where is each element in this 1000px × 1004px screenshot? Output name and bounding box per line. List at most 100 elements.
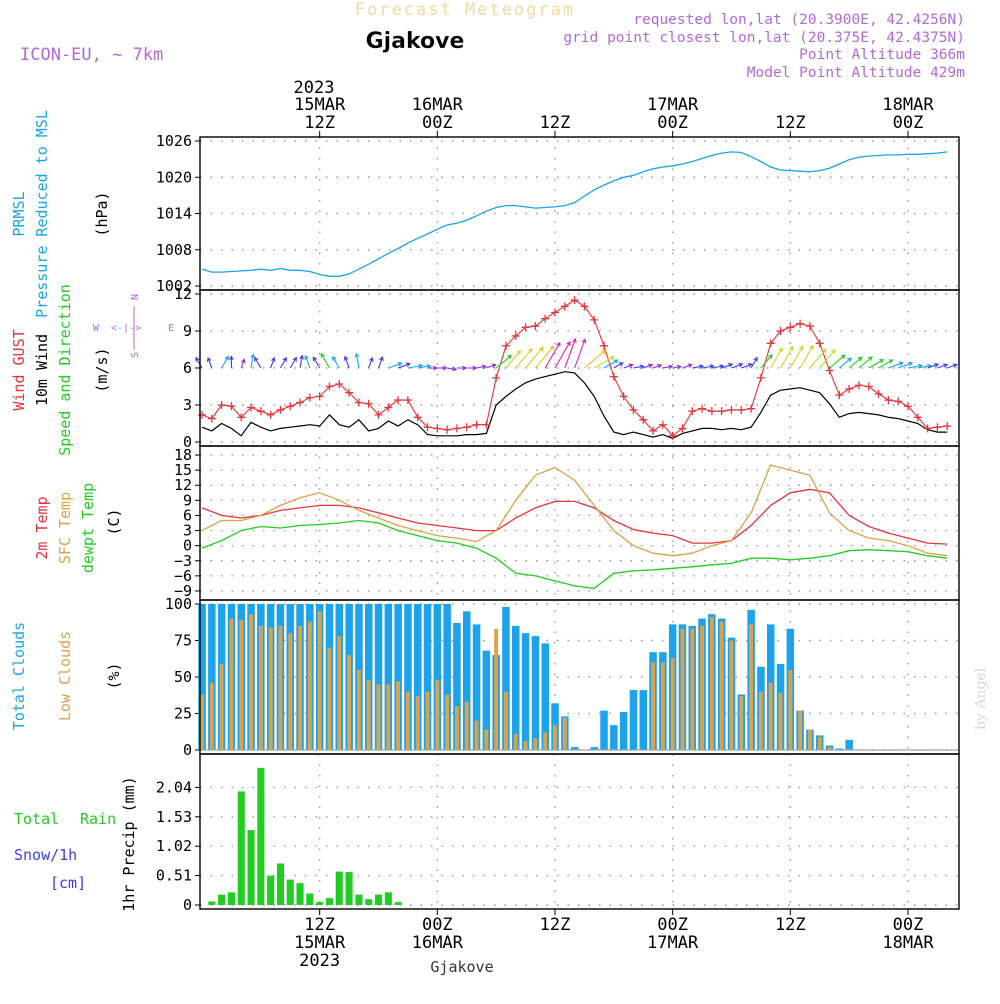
wind-direction-arrow bbox=[206, 356, 213, 369]
compass-east: E bbox=[168, 323, 174, 334]
wind-gust-marker bbox=[531, 322, 540, 331]
compass-north: N bbox=[130, 294, 141, 300]
rain-bar bbox=[365, 899, 373, 905]
wind-gust-marker bbox=[688, 407, 697, 416]
total-cloud-bar bbox=[619, 712, 628, 750]
wind-direction-arrow bbox=[633, 364, 645, 370]
top-hour-label: 00Z bbox=[422, 113, 453, 133]
y-tick-label: 1.53 bbox=[156, 808, 192, 826]
wind-direction-arrow bbox=[195, 356, 203, 369]
low-cloud-bar bbox=[709, 617, 714, 750]
low-cloud-bar bbox=[298, 625, 302, 750]
total-cloud-bar bbox=[208, 604, 216, 750]
wind-gust-marker bbox=[786, 323, 795, 332]
wind-speed-dir-label: Speed and Direction bbox=[56, 284, 74, 456]
top-date-label: 16MAR bbox=[412, 95, 464, 115]
low-cloud-bar bbox=[219, 663, 224, 750]
total-cloud-bar bbox=[610, 725, 618, 750]
panel-4: 0 25 50 75 100 bbox=[165, 595, 960, 759]
low-cloud-bar bbox=[347, 655, 351, 750]
wind-gust-marker bbox=[943, 421, 952, 430]
rain-bar bbox=[247, 830, 255, 905]
wind-gust-marker bbox=[286, 402, 295, 411]
temp-2m-label: 2m Temp bbox=[33, 496, 51, 559]
wind-gust-marker bbox=[335, 380, 344, 389]
total-cloud-bar bbox=[541, 643, 549, 750]
wind-gust-marker bbox=[805, 322, 814, 331]
wind-direction-arrow bbox=[868, 359, 885, 369]
wind-direction-arrow bbox=[270, 356, 276, 369]
wind-gust-marker bbox=[933, 423, 942, 432]
wind-gust-marker bbox=[207, 414, 216, 423]
y-tick-label: 1014 bbox=[156, 205, 192, 223]
low-cloud-bar bbox=[808, 729, 812, 750]
low-cloud-bar bbox=[337, 636, 342, 750]
wind-gust-marker bbox=[198, 410, 206, 419]
wind-direction-arrow bbox=[829, 354, 846, 369]
y-tick-label: 100 bbox=[165, 595, 192, 613]
precip-labels: Total Rain Snow/1h [cm] 1hr Precip (mm) bbox=[14, 776, 138, 911]
wind-direction-arrow bbox=[486, 363, 497, 369]
snow-label: Snow/1h bbox=[14, 846, 77, 864]
wind-direction-arrow bbox=[476, 364, 488, 370]
wind-direction-arrow bbox=[613, 362, 624, 369]
dewpt-temp-line bbox=[201, 519, 948, 590]
wind-gust-marker bbox=[678, 424, 687, 433]
footer-station: Gjakove bbox=[430, 958, 493, 976]
y-tick-label: 1026 bbox=[156, 132, 192, 150]
wind-direction-arrow bbox=[377, 356, 384, 369]
low-cloud-bar bbox=[651, 662, 655, 750]
wind-gust-marker bbox=[609, 372, 618, 381]
rain-bar bbox=[375, 894, 383, 905]
panel-frame bbox=[199, 445, 960, 601]
low-cloud-bar bbox=[504, 691, 508, 750]
wind-gust-marker bbox=[433, 424, 442, 433]
wind-gust-marker bbox=[903, 402, 912, 411]
low-cloud-bar bbox=[356, 669, 361, 750]
wind-direction-arrow bbox=[838, 357, 852, 369]
rain-bar bbox=[325, 898, 333, 905]
wind-gust-marker bbox=[913, 413, 922, 422]
wind-gust-marker bbox=[541, 314, 550, 323]
low-cloud-bar bbox=[376, 684, 381, 750]
bottom-hour-label: 12Z bbox=[304, 915, 335, 935]
wind-direction-arrow bbox=[437, 365, 448, 371]
low-cloud-bar bbox=[660, 662, 665, 750]
wind-direction-arrow bbox=[898, 361, 914, 369]
total-cloud-bar bbox=[414, 604, 422, 750]
pressure-line bbox=[201, 151, 948, 277]
wind-gust-marker bbox=[462, 423, 471, 432]
total-cloud-bar bbox=[404, 604, 412, 750]
rain-bar bbox=[208, 901, 216, 905]
wind-gust-marker bbox=[296, 398, 305, 407]
wind-gust-marker bbox=[894, 397, 903, 406]
wind-gust-marker bbox=[619, 392, 628, 401]
pressure-reduced-label: Pressure Reduced to MSL bbox=[33, 110, 51, 318]
panel-2: 0 3 6 9 12 bbox=[174, 285, 960, 451]
wind-gust-marker bbox=[698, 404, 707, 413]
sfc-temp-line bbox=[201, 464, 948, 557]
rain-label: Rain bbox=[80, 810, 116, 828]
compass-west: W bbox=[93, 323, 100, 334]
wind-gust-marker bbox=[717, 407, 726, 416]
rain-bar bbox=[384, 892, 392, 905]
wind-direction-arrow bbox=[312, 356, 321, 369]
total-cloud-bar bbox=[570, 747, 579, 750]
y-tick-label: 9 bbox=[183, 322, 192, 340]
wind-gust-marker bbox=[521, 323, 530, 332]
wind-direction-arrow bbox=[711, 364, 725, 369]
total-cloud-bar bbox=[374, 604, 383, 750]
wind-direction-arrow bbox=[858, 356, 873, 369]
wind-gust-marker bbox=[315, 392, 324, 401]
bottom-date-label: 17MAR bbox=[647, 933, 699, 953]
total-cloud-bar bbox=[198, 604, 206, 750]
gridpoint-coords: grid point closest lon,lat (20.375E, 42.… bbox=[563, 30, 965, 46]
y-tick-label: 0 bbox=[183, 433, 192, 451]
ms-unit-label: (m/s) bbox=[93, 347, 111, 392]
rain-bar bbox=[335, 871, 343, 905]
low-cloud-bar bbox=[386, 684, 391, 750]
y-tick-label: 15 bbox=[174, 461, 192, 479]
bottom-date-label: 18MAR bbox=[882, 933, 934, 953]
